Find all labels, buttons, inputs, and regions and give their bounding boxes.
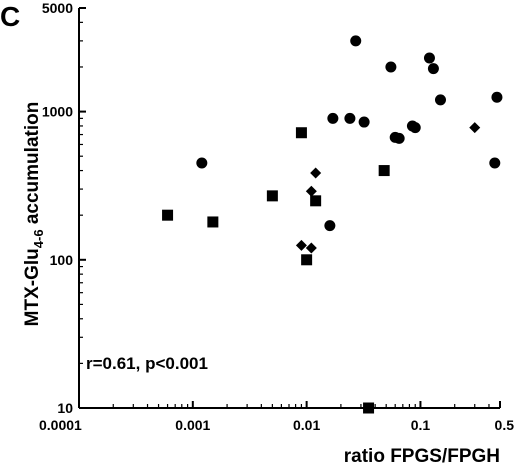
circle-point [327, 112, 339, 124]
circle-point [324, 220, 336, 232]
square-point [301, 254, 313, 266]
circle-point [423, 52, 435, 64]
correlation-annotation: r=0.61, p<0.001 [86, 354, 208, 373]
y-tick-label: 100 [50, 252, 74, 268]
circle-point [350, 35, 362, 47]
circle-point [385, 61, 397, 73]
axes: 10 100 1000 5000 0.0001 0.001 0.01 0.1 0.5 [39, 0, 514, 433]
square-point [378, 165, 390, 177]
circle-point [344, 112, 356, 124]
y-axis-title-main: MTX-Glu [22, 248, 43, 326]
data-points [162, 35, 503, 414]
circle-point [434, 94, 446, 106]
circle-point [196, 157, 208, 169]
square-point [162, 209, 174, 221]
y-tick-label: 1000 [42, 104, 73, 120]
y-axis-title-subscript: 4-6 [31, 229, 46, 248]
square-point [207, 216, 219, 228]
diamond-point [469, 122, 481, 134]
y-tick-label: 10 [57, 400, 73, 416]
diamond-point [310, 167, 322, 179]
circle-point [427, 63, 439, 75]
circle-point [491, 91, 503, 103]
square-point [295, 127, 307, 139]
diamond-point [305, 185, 317, 197]
x-tick-label: 0.5 [495, 417, 515, 433]
x-tick-label: 0.1 [411, 417, 431, 433]
diamond-point [295, 239, 307, 251]
circle-point [393, 132, 405, 144]
x-tick-label: 0.001 [175, 417, 210, 433]
circle-point [489, 157, 501, 169]
square-point [310, 195, 322, 207]
y-tick-label: 5000 [42, 0, 73, 16]
panel-label: C [0, 1, 20, 32]
y-axis-title: MTX-Glu4-6 accumulation [22, 102, 46, 327]
square-point [266, 190, 278, 202]
y-axis-title-suffix: accumulation [22, 102, 43, 230]
x-axis-title: ratio FPGS/FPGH [344, 446, 500, 467]
x-tick-label: 0.01 [293, 417, 320, 433]
circle-point [409, 122, 421, 134]
diamond-point [305, 242, 317, 254]
circle-point [358, 116, 370, 128]
x-tick-label: 0.0001 [39, 417, 82, 433]
square-point [363, 402, 375, 414]
